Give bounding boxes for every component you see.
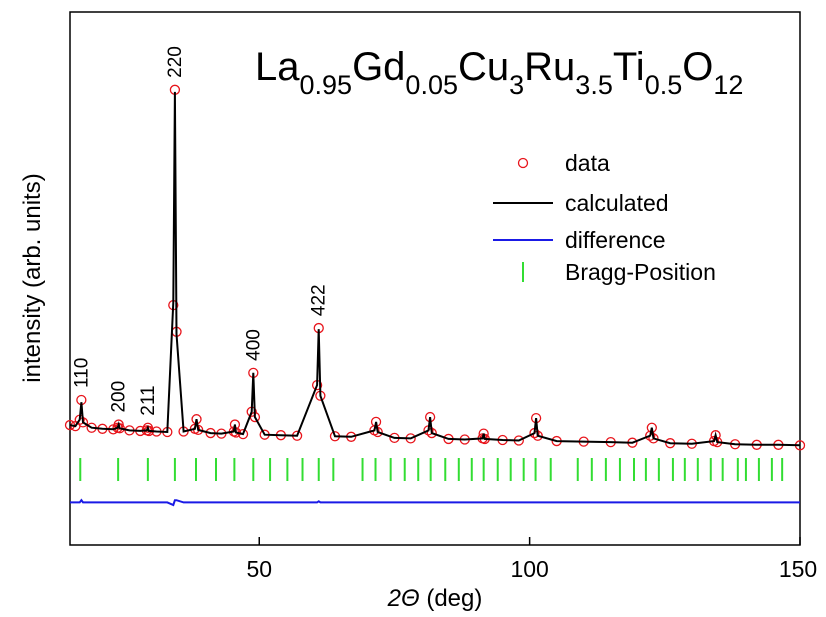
x-tick-label: 50 <box>246 556 272 582</box>
legend-label: difference <box>565 227 666 253</box>
x-label-part: 2Θ <box>387 585 420 612</box>
difference-line <box>70 498 800 507</box>
data-point <box>237 428 249 440</box>
title-text: O <box>682 45 713 89</box>
title-subscript: 0.5 <box>645 70 683 100</box>
x-tick-label: 100 <box>510 556 548 582</box>
peak-label: 220 <box>165 46 186 78</box>
calculated-line <box>69 91 801 447</box>
title-subscript: 3 <box>509 70 524 100</box>
peak-label: 400 <box>243 329 264 361</box>
title-subscript: 0.95 <box>300 70 353 100</box>
title-subscript: 0.05 <box>405 70 458 100</box>
legend-label: Bragg-Position <box>565 259 716 285</box>
x-tick-label: 150 <box>779 556 817 582</box>
data-point <box>710 430 721 441</box>
title-text: Ti <box>613 45 645 89</box>
peak-label: 211 <box>138 385 159 415</box>
chart-title: La0.95Gd0.05Cu3Ru3.5Ti0.5O12 <box>255 45 743 100</box>
y-axis-label: intensity (arb. units) <box>19 173 46 382</box>
title-subscript: 3.5 <box>575 70 613 100</box>
title-text: Gd <box>352 45 405 89</box>
title-subscript: 12 <box>713 70 743 100</box>
peak-label: 200 <box>109 381 130 413</box>
title-text: Cu <box>458 45 509 89</box>
legend-marker <box>517 157 529 169</box>
x-axis-label: 2Θ (deg) <box>387 585 483 612</box>
peak-label: 422 <box>309 284 330 316</box>
legend-label: data <box>565 150 610 176</box>
title-text: La <box>255 45 300 89</box>
title-text: Ru <box>524 45 575 89</box>
legend-label: calculated <box>565 190 669 216</box>
plot-frame <box>69 11 801 546</box>
peak-label: 110 <box>71 358 92 388</box>
x-label-part: (deg) <box>420 585 483 612</box>
